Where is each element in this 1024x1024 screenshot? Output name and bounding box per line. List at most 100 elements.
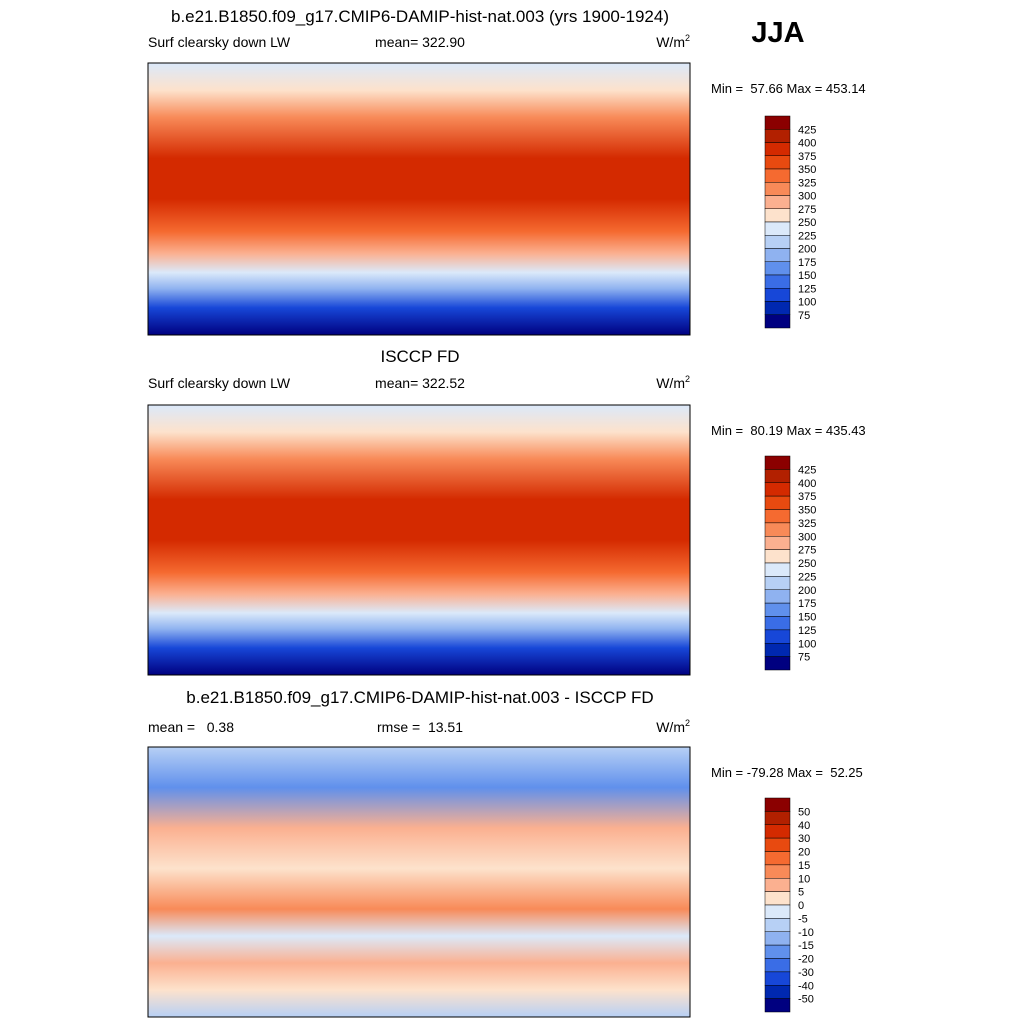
colorbar-label: 50 [798,806,810,818]
colorbar-label: 10 [798,873,810,885]
colorbar-box [764,985,791,999]
left-label: Surf clearsky down LW [148,375,291,391]
colorbar-label: 250 [798,558,816,570]
colorbar-box [764,998,791,1013]
units-base: W/m [656,375,685,391]
colorbar-label: 175 [798,598,816,610]
colorbar-label: 225 [798,230,816,242]
units-exponent: 2 [685,33,690,43]
colorbar-box [764,891,791,906]
units: W/m2 [656,33,690,50]
units-exponent: 2 [685,374,690,384]
colorbar-label: 400 [798,478,816,490]
colorbar-box [764,562,791,577]
colorbar-box [764,536,791,550]
colorbar-label: 200 [798,585,816,597]
colorbar-label: 375 [798,151,816,163]
colorbar-box [764,811,791,825]
colorbar-box [764,482,791,497]
colorbar-label: 350 [798,164,816,176]
colorbar-box [764,904,791,919]
colorbar-box [764,602,791,617]
units: W/m2 [656,718,690,735]
colorbar-label: -20 [798,954,814,966]
units-base: W/m [656,719,685,735]
colorbar-box [764,221,791,236]
colorbar-box [764,288,791,302]
colorbar-box [764,931,791,946]
colorbar-box [764,155,791,170]
colorbar-box [764,301,791,315]
colorbar-label: 175 [798,257,816,269]
colorbar-box [764,643,791,657]
colorbar-box [764,182,791,196]
colorbar-label: 20 [798,847,810,859]
colorbar-box [764,549,791,564]
center-label: rmse = 13.51 [377,719,463,735]
min-max: Min = 80.19 Max = 435.43 [711,423,866,438]
colorbar-label: 125 [798,625,816,637]
colorbar-box [764,878,791,892]
colorbar-label: 200 [798,244,816,256]
colorbar-box [764,971,791,986]
colorbar-box [764,589,791,604]
colorbar-box [764,142,791,156]
colorbar-box [764,851,791,866]
left-label: Surf clearsky down LW [148,34,291,50]
colorbar-label: 0 [798,900,804,912]
colorbar-box [764,495,791,510]
colorbar-box [764,455,791,470]
season-label: JJA [751,17,804,49]
colorbar-label: 425 [798,464,816,476]
colorbar-label: 400 [798,138,816,150]
colorbar-label: 300 [798,531,816,543]
units-exponent: 2 [685,718,690,728]
colorbar-label: 225 [798,571,816,583]
min-max: Min = 57.66 Max = 453.14 [711,81,866,96]
colorbar-box [764,629,791,644]
colorbar-label: 5 [798,887,804,899]
colorbar-box [764,576,791,590]
colorbar-box [764,864,791,879]
map-field [147,746,691,1018]
colorbar-label: 375 [798,491,816,503]
colorbar-label: -5 [798,913,808,925]
colorbar-label: 300 [798,191,816,203]
colorbar-label: -10 [798,927,814,939]
colorbar-label: 15 [798,860,810,872]
colorbar-label: -40 [798,980,814,992]
colorbar-label: 150 [798,612,816,624]
colorbar-box [764,274,791,289]
panel-title: b.e21.B1850.f09_g17.CMIP6-DAMIP-hist-nat… [186,688,653,707]
colorbar-box [764,235,791,249]
colorbar-box [764,824,791,839]
panel-title: ISCCP FD [380,347,459,366]
left-label: mean = 0.38 [148,719,234,735]
colorbar-label: 100 [798,638,816,650]
colorbar-box [764,195,791,209]
colorbar-box [764,248,791,262]
map-field [147,404,691,676]
colorbar-box [764,314,791,329]
colorbar-box [764,208,791,223]
colorbar-label: 250 [798,217,816,229]
colorbar-label: 325 [798,177,816,189]
colorbar-label: -15 [798,940,814,952]
colorbar-label: 275 [798,545,816,557]
colorbar-label: 275 [798,204,816,216]
colorbar-label: 150 [798,270,816,282]
colorbar-label: 125 [798,283,816,295]
colorbar-box [764,944,791,959]
colorbar-box [764,509,791,524]
colorbar-box [764,168,791,183]
units-base: W/m [656,34,685,50]
colorbar-label: -30 [798,967,814,979]
colorbar-label: 350 [798,505,816,517]
colorbar-label: 75 [798,310,810,322]
colorbar-label: 30 [798,833,810,845]
colorbar-box [764,616,791,631]
colorbar-box [764,958,791,973]
colorbar-box [764,115,791,130]
colorbar-box [764,522,791,537]
center-label: mean= 322.90 [375,34,465,50]
